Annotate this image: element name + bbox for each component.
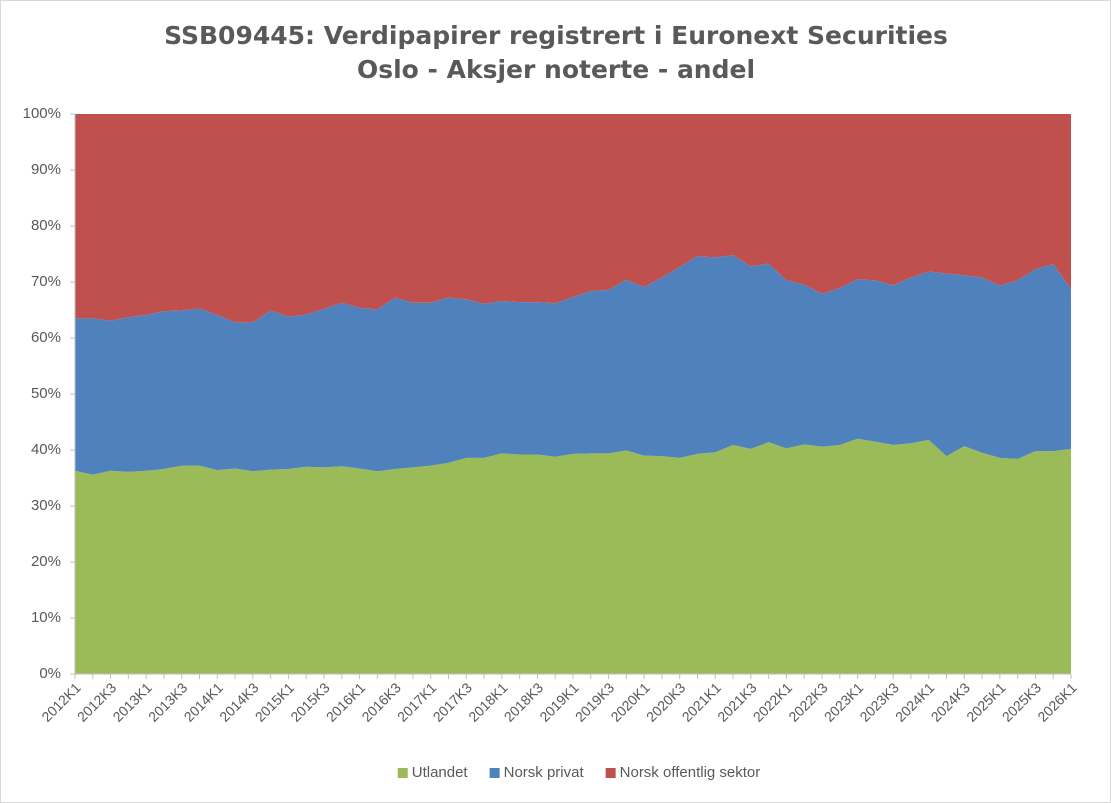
- x-tick-label: 2026K1: [1034, 679, 1080, 725]
- y-tick-label: 50%: [31, 385, 61, 402]
- legend-label: Norsk privat: [504, 764, 585, 781]
- y-tick-label: 90%: [31, 161, 61, 178]
- legend-swatch: [605, 768, 616, 778]
- y-tick-label: 20%: [31, 553, 61, 570]
- chart-title: SSB09445: Verdipapirer registrert i Euro…: [164, 21, 948, 84]
- area: [75, 438, 1071, 674]
- legend-swatch: [489, 768, 500, 778]
- area: [75, 114, 1071, 323]
- area: [75, 255, 1071, 475]
- legend-label: Utlandet: [412, 764, 469, 781]
- y-tick-label: 80%: [31, 217, 61, 234]
- y-tick-label: 30%: [31, 497, 61, 514]
- y-tick-label: 70%: [31, 273, 61, 290]
- y-tick-label: 10%: [31, 609, 61, 626]
- y-tick-label: 0%: [39, 665, 61, 682]
- legend-swatch: [397, 768, 408, 778]
- y-tick-label: 100%: [23, 105, 61, 122]
- y-tick-label: 40%: [31, 441, 61, 458]
- y-tick-label: 60%: [31, 329, 61, 346]
- legend-label: Norsk offentlig sektor: [620, 764, 761, 781]
